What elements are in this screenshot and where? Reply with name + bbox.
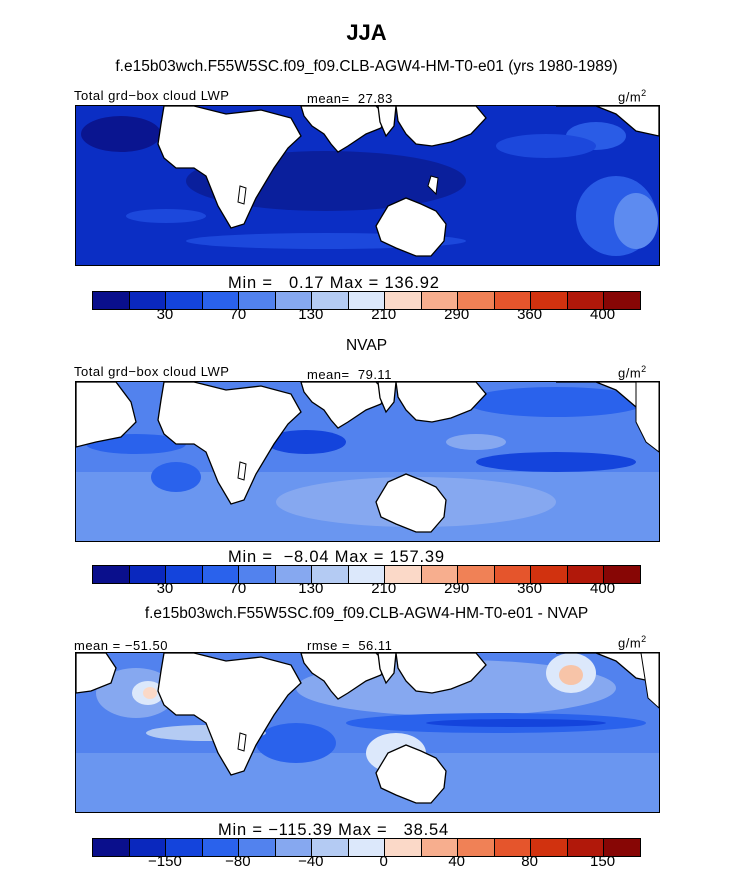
panel3-title: f.e15b03wch.F55W5SC.f09_f09.CLB-AGW4-HM-… xyxy=(144,605,589,622)
colorbar-swatch-7 xyxy=(312,292,349,309)
panel1-map xyxy=(75,105,660,266)
colorbar-tick-label: −80 xyxy=(225,853,251,870)
colorbar-swatch-7 xyxy=(312,566,349,583)
panel2-mean: mean= 79.11 xyxy=(307,367,392,382)
colorbar-tick-label: 290 xyxy=(444,580,470,597)
main-title: JJA xyxy=(346,20,387,45)
colorbar-tick-label: 150 xyxy=(590,853,616,870)
colorbar-tick-label: 0 xyxy=(379,853,388,870)
colorbar-tick-label: 360 xyxy=(517,580,543,597)
panel1-minmax: Min = 0.17 Max = 136.92 xyxy=(228,274,440,292)
colorbar-tick-label: 70 xyxy=(229,306,247,323)
colorbar-tick-label: −150 xyxy=(148,853,182,870)
colorbar-swatch-14 xyxy=(567,839,605,856)
colorbar-swatch-11 xyxy=(458,839,495,856)
panel2-field-label: Total grd−box cloud LWP xyxy=(74,364,230,379)
colorbar-swatch-2 xyxy=(129,839,167,856)
colorbar-swatch-8 xyxy=(348,839,386,856)
panel1-mean: mean= 27.83 xyxy=(307,91,393,106)
colorbar-swatch-4 xyxy=(202,566,240,583)
panel2-minmax: Min = −8.04 Max = 157.39 xyxy=(228,548,445,566)
colorbar-swatch-11 xyxy=(458,566,495,583)
colorbar-swatch-3 xyxy=(166,839,203,856)
colorbar-tick-label: 210 xyxy=(371,580,397,597)
colorbar-tick-label: 80 xyxy=(521,853,538,870)
panel2-colorbar xyxy=(92,565,641,584)
colorbar-swatch-12 xyxy=(494,292,532,309)
colorbar-swatch-9 xyxy=(385,566,422,583)
colorbar-swatch-13 xyxy=(531,839,568,856)
colorbar-swatch-15 xyxy=(604,292,640,309)
colorbar-tick-label: 30 xyxy=(156,306,174,323)
panel3-colorbar xyxy=(92,838,641,857)
colorbar-swatch-4 xyxy=(202,292,240,309)
colorbar-tick-label: 70 xyxy=(229,580,247,597)
colorbar-tick-label: 130 xyxy=(298,580,324,597)
panel3-units: g/m2 xyxy=(618,634,647,651)
colorbar-swatch-1 xyxy=(93,292,130,309)
panel1-field-label: Total grd−box cloud LWP xyxy=(74,88,230,103)
colorbar-swatch-7 xyxy=(312,839,349,856)
colorbar-tick-label: 400 xyxy=(590,306,616,323)
colorbar-swatch-13 xyxy=(531,292,568,309)
colorbar-swatch-3 xyxy=(166,566,203,583)
colorbar-swatch-8 xyxy=(348,292,386,309)
colorbar-swatch-8 xyxy=(348,566,386,583)
colorbar-tick-label: −40 xyxy=(298,853,324,870)
colorbar-swatch-13 xyxy=(531,566,568,583)
colorbar-swatch-2 xyxy=(129,292,167,309)
panel1-units: g/m2 xyxy=(618,88,647,105)
colorbar-tick-label: 130 xyxy=(298,306,324,323)
colorbar-swatch-15 xyxy=(604,839,640,856)
colorbar-swatch-1 xyxy=(93,839,130,856)
panel1-colorbar xyxy=(92,291,641,310)
colorbar-tick-label: 30 xyxy=(156,580,174,597)
colorbar-swatch-6 xyxy=(275,839,313,856)
colorbar-swatch-10 xyxy=(421,839,459,856)
colorbar-swatch-1 xyxy=(93,566,130,583)
colorbar-swatch-5 xyxy=(239,292,276,309)
colorbar-tick-label: 360 xyxy=(517,306,543,323)
colorbar-swatch-11 xyxy=(458,292,495,309)
panel3-rmse: rmse = 56.11 xyxy=(307,638,393,653)
colorbar-tick-label: 40 xyxy=(448,853,465,870)
colorbar-swatch-14 xyxy=(567,292,605,309)
colorbar-tick-label: 400 xyxy=(590,580,616,597)
panel3-map xyxy=(75,652,660,813)
panel3-minmax: Min = −115.39 Max = 38.54 xyxy=(218,821,449,839)
colorbar-tick-label: 290 xyxy=(444,306,470,323)
colorbar-swatch-10 xyxy=(421,292,459,309)
colorbar-swatch-15 xyxy=(604,566,640,583)
colorbar-swatch-10 xyxy=(421,566,459,583)
colorbar-swatch-2 xyxy=(129,566,167,583)
panel2-units: g/m2 xyxy=(618,364,647,381)
colorbar-swatch-6 xyxy=(275,292,313,309)
colorbar-swatch-6 xyxy=(275,566,313,583)
colorbar-tick-label: 210 xyxy=(371,306,397,323)
colorbar-swatch-14 xyxy=(567,566,605,583)
panel1-title: f.e15b03wch.F55W5SC.f09_f09.CLB-AGW4-HM-… xyxy=(115,58,618,75)
colorbar-swatch-9 xyxy=(385,839,422,856)
colorbar-swatch-5 xyxy=(239,839,276,856)
colorbar-swatch-12 xyxy=(494,839,532,856)
colorbar-swatch-12 xyxy=(494,566,532,583)
colorbar-swatch-4 xyxy=(202,839,240,856)
panel3-mean: mean = −51.50 xyxy=(74,638,168,653)
panel2-map xyxy=(75,381,660,542)
colorbar-swatch-9 xyxy=(385,292,422,309)
panel2-title: NVAP xyxy=(345,337,388,354)
colorbar-swatch-3 xyxy=(166,292,203,309)
colorbar-swatch-5 xyxy=(239,566,276,583)
